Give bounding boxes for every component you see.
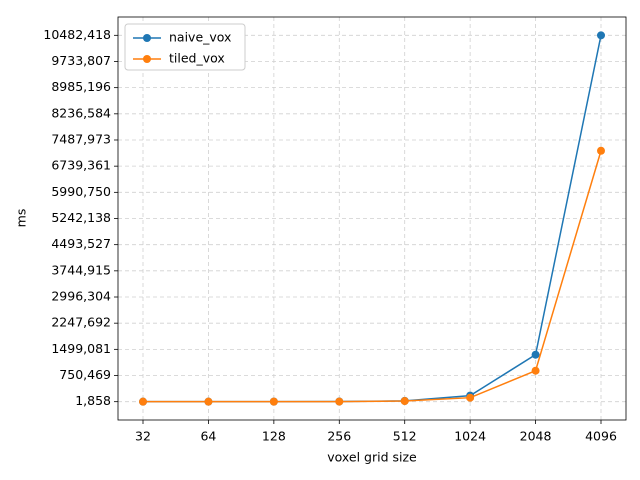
point [531, 350, 540, 359]
y-tick-label: 2996,304 [51, 289, 111, 304]
x-tick-label: 32 [135, 429, 151, 444]
plot-frame [117, 16, 627, 421]
point [400, 397, 409, 406]
legend-marker [143, 34, 151, 42]
point [269, 397, 278, 406]
y-tick-label: 5990,750 [51, 184, 111, 199]
x-tick-label: 1024 [454, 429, 486, 444]
x-tick-label: 512 [393, 429, 417, 444]
y-tick-label: 8985,196 [51, 79, 111, 94]
series-line [142, 150, 602, 403]
y-tick-label: 9733,807 [51, 53, 111, 68]
y-tick-label: 4493,527 [51, 236, 111, 251]
point [335, 397, 344, 406]
x-axis-label: voxel grid size [327, 450, 417, 465]
y-tick-label: 7487,973 [51, 131, 111, 146]
y-tick-label: 5242,138 [51, 210, 111, 225]
x-tick-label: 256 [327, 429, 351, 444]
x-tick-label: 2048 [520, 429, 552, 444]
point [597, 31, 605, 40]
y-tick-label: 3744,915 [51, 262, 111, 277]
legend-label: naive_vox [169, 30, 231, 45]
x-tick-label: 4096 [585, 429, 617, 444]
y-tick-label: 2247,692 [51, 315, 111, 330]
x-tick-label: 128 [262, 429, 286, 444]
y-tick-label: 10482,418 [43, 27, 111, 42]
point [466, 393, 475, 402]
y-axis-label: ms [14, 209, 29, 228]
y-tick-label: 750,469 [59, 367, 111, 382]
point [139, 397, 147, 406]
y-tick-label: 8236,584 [51, 105, 111, 120]
point [597, 146, 605, 155]
y-tick-label: 1499,081 [51, 341, 111, 356]
y-tick-label: 1,858 [75, 393, 111, 408]
legend-label: tiled_vox [169, 51, 225, 66]
point [204, 397, 213, 406]
legend-marker [143, 55, 151, 63]
point [531, 366, 540, 375]
x-tick-label: 64 [200, 429, 216, 444]
y-tick-label: 6739,361 [51, 158, 111, 173]
